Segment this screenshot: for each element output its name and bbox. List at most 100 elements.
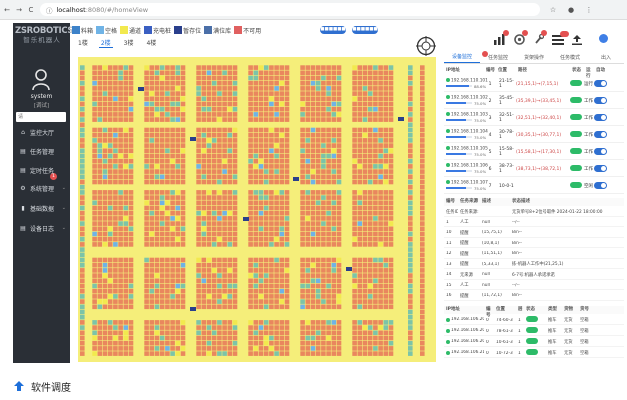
panel-tab[interactable]: 任务监控	[487, 55, 508, 61]
column-header: 位置	[498, 68, 507, 73]
address-bar[interactable]: ⓘ localhost:8080/#/homeView	[40, 3, 540, 16]
user-avatar-icon[interactable]	[32, 69, 50, 91]
storage-cell	[196, 158, 201, 164]
storage-cell	[373, 262, 378, 268]
auto-toggle[interactable]	[594, 147, 610, 157]
panel-tab[interactable]: 货架操作	[523, 55, 544, 61]
storage-cell	[144, 117, 149, 122]
robot-row[interactable]: 192.168.110.105 75.0% 5 15-58-1 (15,58,1)→(1…	[444, 145, 624, 160]
toggle-switch[interactable]	[594, 164, 607, 172]
status-indicator[interactable]	[599, 34, 608, 43]
forward-icon[interactable]: →	[16, 5, 22, 14]
storage-cell	[357, 117, 363, 122]
robot-row[interactable]: 192.168.110.107 75.0% 7 10-0-1 空闲	[444, 179, 624, 194]
floor-tab[interactable]: 1楼	[78, 40, 88, 47]
info-icon[interactable]: ⓘ	[46, 6, 53, 15]
back-icon[interactable]: ←	[4, 5, 10, 14]
task-row[interactable]: 13 提醒 (5,33,1) 拣-机器人工作中(21,25,1)	[444, 261, 624, 269]
floor-tab[interactable]: 3楼	[123, 40, 134, 47]
storage-cell	[144, 65, 149, 70]
storage-cell	[113, 257, 118, 263]
storage-cell	[253, 205, 259, 211]
storage-cell	[274, 257, 279, 263]
storage-cell	[367, 262, 373, 268]
task-row[interactable]: 12 提醒 (11,51,1) Bin--	[444, 250, 624, 259]
menu-icon[interactable]: ⋮	[585, 5, 593, 14]
action-button-b[interactable]: ■■■■■■	[352, 26, 378, 34]
storage-cell	[175, 112, 181, 117]
sidebar-item-tasks[interactable]: ▤ 任务管理	[19, 145, 69, 157]
task-cell: null	[482, 272, 490, 278]
auto-toggle[interactable]	[594, 113, 610, 123]
storage-cell	[310, 351, 316, 356]
storage-cell	[331, 70, 337, 76]
robot-row[interactable]: 192.168.110.102 75.0% 2 35-45-1 (35,39,1)→(3…	[444, 94, 624, 109]
floor-tab[interactable]: 4楼	[146, 40, 157, 47]
auto-toggle[interactable]	[594, 164, 610, 174]
crosshair-icon[interactable]	[416, 36, 436, 56]
auto-toggle[interactable]	[594, 79, 610, 89]
upload-icon[interactable]	[572, 35, 582, 45]
toggle-switch[interactable]	[594, 96, 607, 104]
sidebar-item-system[interactable]: ⚙ 系统管理 ⌄	[19, 182, 69, 194]
task-row[interactable]: 1 人工 null --/--	[444, 219, 624, 227]
toggle-switch[interactable]	[594, 79, 607, 87]
storage-cell	[144, 91, 149, 96]
storage-cell	[378, 268, 383, 273]
sidebar-item-scheduled[interactable]: ▤ 定时任务	[19, 164, 69, 176]
storage-cell	[222, 143, 227, 148]
task-row[interactable]: 10 提醒 (15,75,1) Bin--	[444, 229, 624, 238]
auto-toggle[interactable]	[594, 96, 610, 106]
storage-cell	[144, 273, 149, 278]
warehouse-map[interactable]	[78, 57, 436, 362]
toggle-switch[interactable]	[594, 181, 607, 189]
task-row[interactable]: 任务ID:任务来源:无货单号8+2位号取件 2024-01-22 18:00:0…	[444, 208, 624, 217]
panel-tab[interactable]: 任务模式	[559, 55, 580, 61]
storage-cell	[284, 148, 290, 154]
storage-cell	[227, 86, 233, 91]
reload-icon[interactable]: C	[28, 5, 34, 14]
auto-toggle[interactable]	[594, 181, 610, 191]
settings-icon[interactable]	[514, 34, 525, 45]
menu-search-input[interactable]: 请	[16, 112, 66, 122]
robot-row[interactable]: 192.168.110.101 88.6% 1 21-15-1 (21,15,1)→(7…	[444, 77, 624, 92]
storage-cell	[227, 278, 233, 284]
storage-cell	[388, 221, 394, 226]
robot-row[interactable]: 192.168.110.104 75.0% 4 30-78-1 (30,35,1)→(3…	[444, 128, 624, 143]
action-button-a[interactable]: ■■■■■■	[320, 26, 346, 34]
storage-cell	[420, 210, 425, 216]
robot-row[interactable]: 192.168.110.106 75.0% 6 38-73-1 (38,73,1)→(3…	[444, 162, 624, 177]
task-row[interactable]: 11 提醒 (10,8,1) Bin--	[444, 240, 624, 248]
sidebar-item-basedata[interactable]: ▮ 基础数据 ⌄	[19, 202, 69, 214]
task-cell: (5,33,1)	[482, 261, 500, 267]
sidebar-item-devicelog[interactable]: ▤ 设备日志 ⌄	[19, 222, 69, 234]
storage-cell	[123, 273, 129, 278]
robot-row[interactable]: 192.168.110.103 75.0% 3 32-51-1 (32,51,1)→(3…	[444, 111, 624, 126]
toggle-switch[interactable]	[594, 147, 607, 155]
storage-cell	[263, 169, 269, 174]
robot-run-state: 工作	[584, 167, 593, 172]
toggle-switch[interactable]	[594, 113, 607, 121]
profile-icon[interactable]: ●	[567, 5, 575, 14]
storage-cell	[92, 153, 97, 159]
toggle-switch[interactable]	[594, 130, 607, 138]
task-row[interactable]: 15 人工 null --/--	[444, 282, 624, 290]
storage-cell	[269, 200, 274, 206]
task-row[interactable]: 16 提醒 (11,72,1) Bin--	[444, 292, 624, 301]
floor-tab[interactable]: 2楼	[98, 40, 113, 48]
sidebar-item-monitor[interactable]: ⌂ 监控大厅	[19, 126, 69, 138]
task-row[interactable]: 14 无来源 null 6-7号:机器人承诺承诺	[444, 271, 624, 280]
list-icon[interactable]	[552, 35, 564, 45]
star-icon[interactable]: ☆	[549, 5, 557, 14]
storage-cell	[102, 195, 108, 200]
storage-cell	[263, 236, 269, 242]
storage-cell	[232, 75, 238, 81]
panel-tab[interactable]: 设备监控	[444, 53, 480, 63]
panel-tab[interactable]: 出入	[600, 55, 611, 61]
auto-toggle[interactable]	[594, 130, 610, 140]
chart-icon[interactable]	[494, 34, 506, 45]
